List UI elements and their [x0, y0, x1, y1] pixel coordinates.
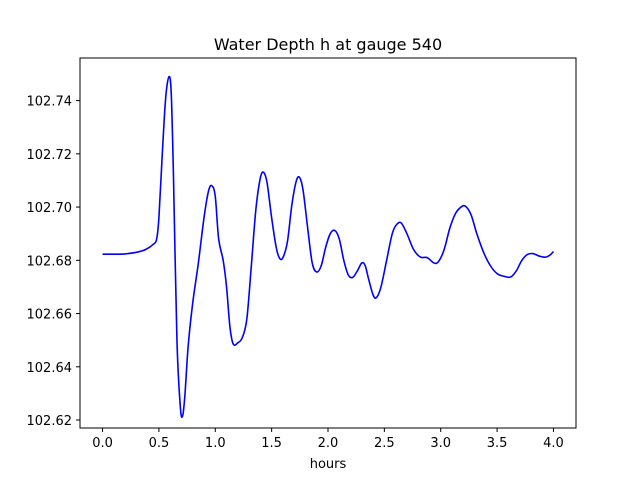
- x-tick-label: 4.0: [543, 436, 564, 451]
- x-axis-label: hours: [310, 457, 347, 472]
- x-tick-label: 0.0: [92, 436, 113, 451]
- y-tick-label: 102.62: [27, 414, 73, 429]
- y-tick-label: 102.68: [27, 254, 73, 269]
- x-tick-label: 0.5: [149, 436, 170, 451]
- plot-area-frame: [79, 57, 577, 429]
- x-tick-label: 2.0: [318, 436, 339, 451]
- x-tick-label: 3.0: [430, 436, 451, 451]
- y-tick-label: 102.74: [27, 95, 73, 110]
- x-tick-label: 3.5: [487, 436, 508, 451]
- y-axis-ticks: 102.62 102.64 102.66 102.68 102.70 102.72 102.…: [27, 95, 80, 429]
- x-tick-label: 2.5: [374, 436, 395, 451]
- water-depth-line: [102, 75, 555, 418]
- x-tick-label: 1.0: [205, 436, 226, 451]
- y-tick-label: 102.64: [27, 361, 73, 376]
- chart-title: Water Depth h at gauge 540: [214, 35, 442, 54]
- y-tick-label: 102.72: [27, 148, 73, 163]
- y-tick-label: 102.66: [27, 308, 73, 323]
- y-tick-label: 102.70: [27, 201, 73, 216]
- x-axis-ticks: 0.0 0.5 1.0 1.5 2.0 2.5 3.0 3.5 4.0: [92, 428, 564, 451]
- x-tick-label: 1.5: [261, 436, 282, 451]
